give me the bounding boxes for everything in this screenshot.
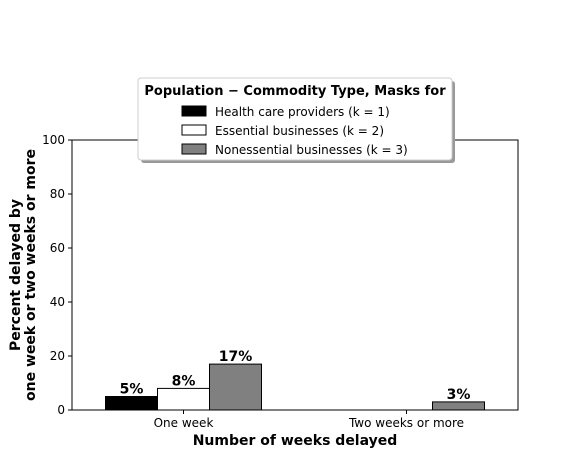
legend-box [137,77,453,161]
y-tick-label: 20 [50,349,65,363]
x-tick-label: One week [154,416,214,430]
bar [209,363,262,411]
y-axis-label-line2: one week or two weeks or more [23,149,39,401]
x-tick-label: Two weeks or more [348,416,464,430]
legend-entry-label: Health care providers (k = 1) [215,105,390,119]
bar [432,401,485,411]
data-label: 17% [219,349,253,365]
legend-entry-label: Nonessential businesses (k = 3) [215,143,408,157]
data-label: 3% [447,387,471,403]
y-tick-label: 40 [50,295,65,309]
y-tick-label: 60 [50,241,65,255]
bar [105,396,158,411]
bars-group [105,363,485,411]
y-tick-label: 0 [57,403,65,417]
legend: Population − Commodity Type, Masks for H… [137,77,455,163]
y-tick-label: 80 [50,187,65,201]
data-label: 8% [172,373,196,389]
data-labels-group: 5% 8% 17% 3% [120,349,471,403]
x-axis-label: Number of weeks delayed [193,433,398,449]
legend-title: Population − Commodity Type, Masks for [144,84,446,99]
legend-items: Health care providers (k = 1) Essential b… [181,105,408,157]
legend-entry-label: Essential businesses (k = 2) [215,124,384,138]
y-axis-label-line1: Percent delayed by [8,199,24,351]
legend-swatch [181,143,207,155]
legend-swatch [181,105,207,117]
data-label: 5% [120,382,144,398]
bar [157,387,210,411]
x-axis-ticks: One week Two weeks or more [154,410,464,430]
y-axis-ticks: 0 20 40 60 80 100 [42,133,72,417]
plot-frame [71,139,519,411]
y-tick-label: 100 [42,133,65,147]
legend-swatch [181,124,207,136]
